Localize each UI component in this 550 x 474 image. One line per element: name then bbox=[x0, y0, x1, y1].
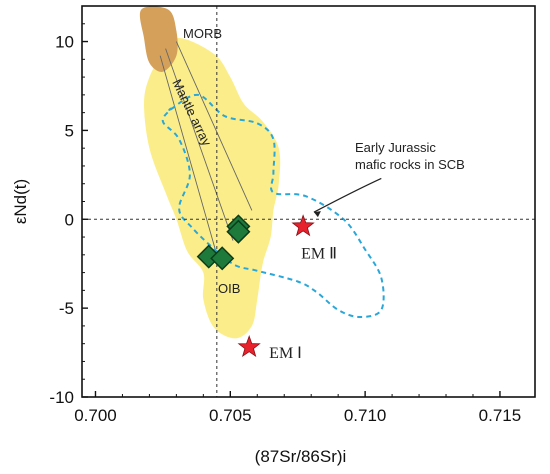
lines-layer bbox=[82, 6, 535, 397]
x-tick-label-2: 0.705 bbox=[209, 406, 252, 425]
y-tick-label-1: 10 bbox=[55, 33, 74, 52]
em1-label: EM Ⅰ bbox=[269, 345, 302, 362]
y-tick-label-3: 0 bbox=[65, 210, 74, 229]
x-axis-title: (87Sr/86Sr)i bbox=[255, 447, 347, 466]
scb-annotation-line1: Early Jurassic bbox=[355, 140, 436, 155]
mantle-array-line-3 bbox=[175, 41, 253, 211]
y-axis-title: εNd(t) bbox=[11, 179, 30, 224]
fields-layer bbox=[139, 6, 281, 339]
annotation-arrow-line bbox=[313, 177, 382, 213]
x-tick-label-4: 0.715 bbox=[479, 406, 522, 425]
oib-field bbox=[144, 38, 281, 339]
plot-frame bbox=[81, 5, 536, 398]
x-tick-label-1: 0.700 bbox=[74, 406, 117, 425]
axes-layer bbox=[81, 5, 536, 398]
scb-annotation: Early Jurassic mafic rocks in SCB bbox=[355, 140, 465, 172]
em2-label: EM Ⅱ bbox=[301, 245, 337, 262]
annotation-arrow-head bbox=[313, 211, 321, 218]
star-em2 bbox=[291, 214, 315, 237]
marks-layer bbox=[196, 214, 315, 358]
y-tick-label-2: 5 bbox=[65, 121, 74, 140]
mantle-array-line-1 bbox=[159, 55, 218, 255]
oib-label: OIB bbox=[218, 281, 240, 296]
x-tick-label-3: 0.710 bbox=[344, 406, 387, 425]
y-tick-label-5: -10 bbox=[49, 388, 74, 407]
y-tick-label-4: -5 bbox=[59, 299, 74, 318]
star-em1 bbox=[237, 335, 261, 358]
diamond-point-2 bbox=[210, 246, 235, 271]
diamond-point-4 bbox=[226, 219, 251, 244]
scb-dashed-field bbox=[161, 93, 385, 319]
scb-annotation-line2: mafic rocks in SCB bbox=[355, 157, 465, 172]
morb-field bbox=[139, 6, 178, 72]
morb-label: MORB bbox=[183, 26, 222, 41]
mantle-array-line-2 bbox=[165, 48, 234, 241]
